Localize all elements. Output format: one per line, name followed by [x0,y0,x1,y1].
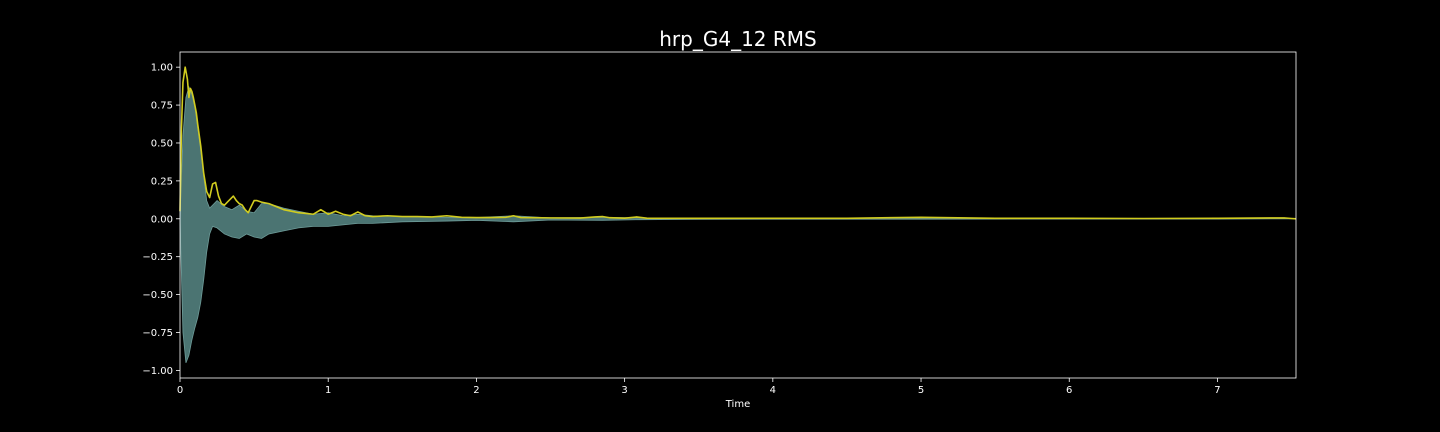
x-tick-label: 4 [770,385,776,396]
x-tick-label: 5 [918,385,924,396]
chart-title: hrp_G4_12 RMS [659,27,816,51]
rms-line [179,66,1297,220]
y-tick-label: 0.75 [151,101,173,112]
x-axis-label: Time [725,399,750,410]
x-axis: 0 1 2 3 4 5 6 7 [177,378,1221,396]
x-tick-label: 3 [621,385,627,396]
y-tick-label: −0.75 [142,328,173,339]
y-tick-label: 1.00 [151,63,173,74]
y-tick-label: 0.00 [151,214,173,225]
y-tick-label: 0.25 [151,176,173,187]
x-tick-label: 2 [473,385,479,396]
y-tick-label: 0.50 [151,138,173,149]
x-tick-label: 0 [177,385,183,396]
y-axis: 1.00 0.75 0.50 0.25 0.00 −0.25 −0.50 −0.75 −1.00 [142,63,180,377]
y-tick-label: −0.50 [142,290,173,301]
axes-frame [179,51,1297,379]
y-tick-label: −1.00 [142,366,173,377]
x-tick-label: 7 [1214,385,1220,396]
y-tick-label: −0.25 [142,252,173,263]
x-tick-label: 6 [1066,385,1072,396]
x-tick-label: 1 [325,385,331,396]
